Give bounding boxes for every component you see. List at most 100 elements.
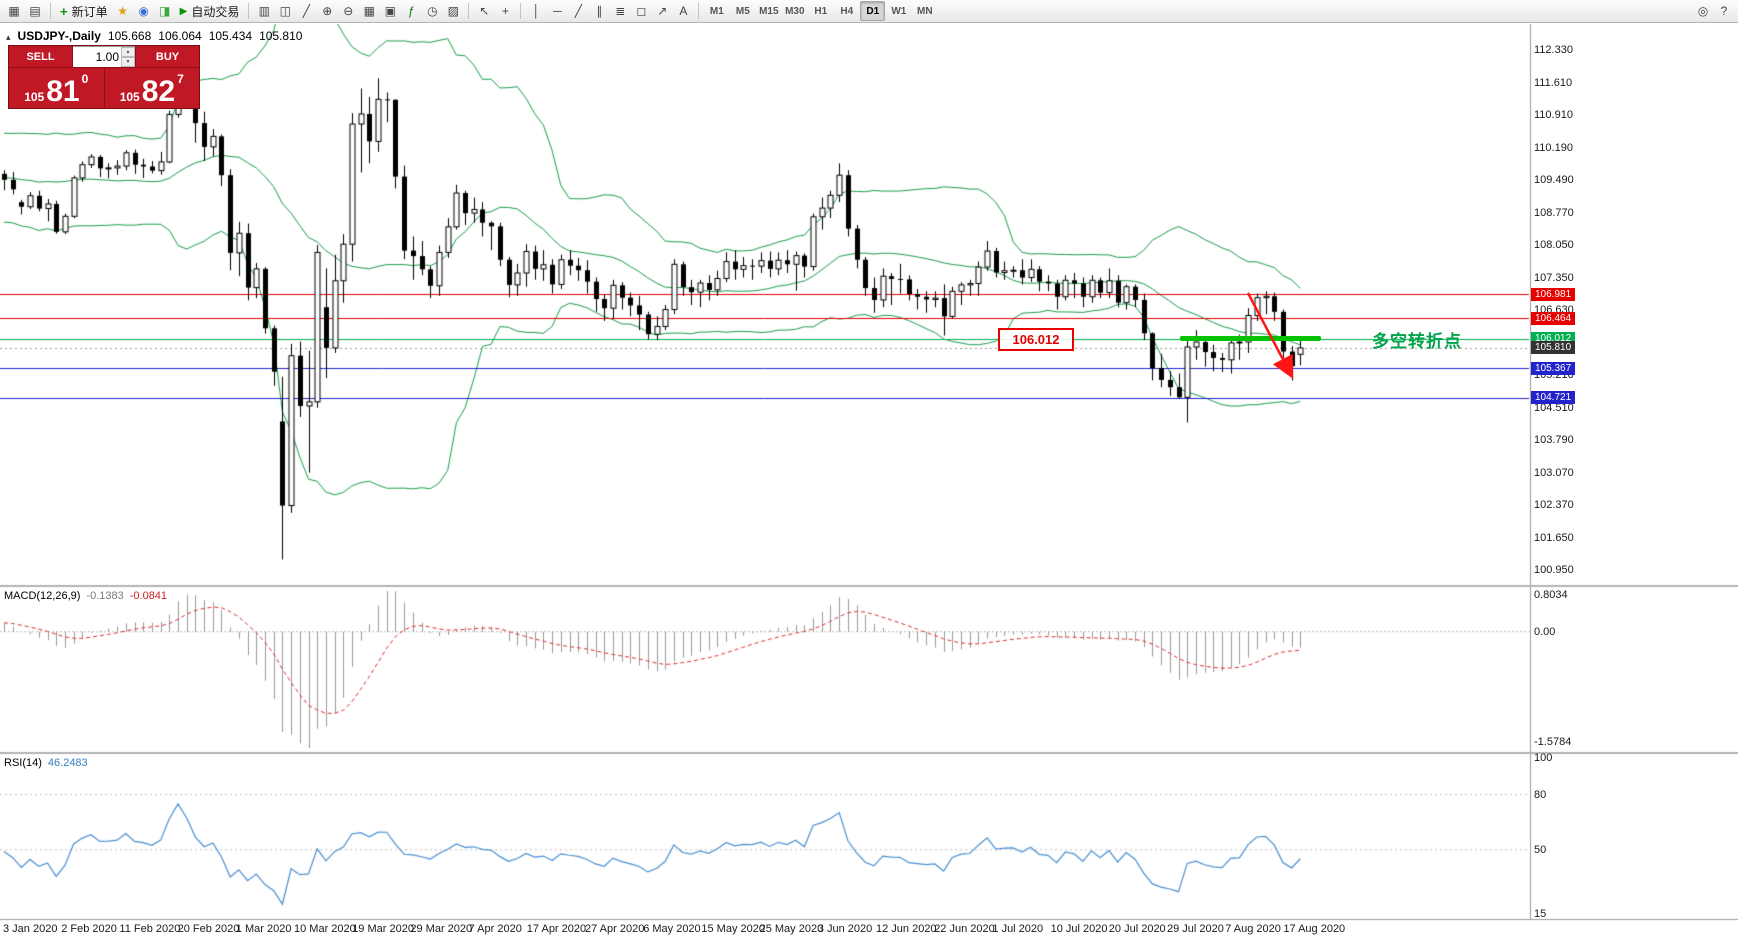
window-tools-group: ▦ ▤ xyxy=(4,1,45,21)
horizontal-line-icon[interactable]: ─ xyxy=(547,1,567,21)
date-label: 7 Aug 2020 xyxy=(1225,923,1281,935)
volume-decrease-button[interactable]: ▼ xyxy=(121,57,135,67)
crosshair-icon[interactable]: + xyxy=(495,1,515,21)
cursor-icon[interactable]: ↖ xyxy=(474,1,494,21)
down-trend-arrow[interactable] xyxy=(1238,283,1308,383)
macd-scale-label: -1.5784 xyxy=(1534,736,1572,748)
volume-input[interactable] xyxy=(73,47,121,67)
zoom-out-icon[interactable]: ⊖ xyxy=(338,1,358,21)
low-value: 105.434 xyxy=(208,29,253,43)
price-scale-label: 110.190 xyxy=(1534,141,1573,154)
auto-arrange-icon[interactable]: ▣ xyxy=(380,1,400,21)
sell-price-display[interactable]: 105 81 0 xyxy=(9,68,105,108)
rsi-label: RSI(14) 46.2483 xyxy=(4,757,88,769)
date-label: 27 Apr 2020 xyxy=(585,923,645,935)
toolbar-separator xyxy=(248,3,250,19)
candlestick-icon[interactable]: ◫ xyxy=(275,1,295,21)
price-scale-label: 110.910 xyxy=(1534,109,1573,121)
price-tag-104.721: 104.721 xyxy=(1531,391,1576,405)
rsi-scale-label: 15 xyxy=(1534,908,1547,920)
date-label: 2 Feb 2020 xyxy=(61,923,117,935)
fibonacci-icon[interactable]: ≣ xyxy=(610,1,630,21)
plus-icon: + xyxy=(60,3,68,19)
collapse-icon[interactable]: ▴ xyxy=(6,32,11,42)
date-label: 19 Mar 2020 xyxy=(352,923,414,935)
support-zone-bar[interactable] xyxy=(1180,336,1321,341)
timeframe-h4-button[interactable]: H4 xyxy=(834,1,859,21)
price-scale-label: 100.950 xyxy=(1534,564,1574,576)
price-annotation-box[interactable]: 106.012 xyxy=(998,328,1074,351)
date-label: 25 May 2020 xyxy=(759,923,824,935)
price-scale-label: 103.790 xyxy=(1534,434,1574,446)
price-scale-label: 102.370 xyxy=(1534,499,1574,511)
date-label: 6 May 2020 xyxy=(643,923,701,935)
price-tag-106.981: 106.981 xyxy=(1531,287,1576,301)
timeframe-m15-button[interactable]: M15 xyxy=(756,1,781,21)
new-order-label: 新订单 xyxy=(71,4,108,19)
sell-price-pip-digit: 0 xyxy=(81,72,89,86)
periods-icon[interactable]: ◷ xyxy=(422,1,442,21)
search-icon[interactable]: ◎ xyxy=(1693,1,1713,21)
timeframe-m5-button[interactable]: M5 xyxy=(730,1,755,21)
symbol-label: USDJPY-,Daily xyxy=(17,29,101,43)
bar-chart-icon[interactable]: ▥ xyxy=(254,1,274,21)
rsi-scale-label: 100 xyxy=(1534,752,1553,764)
buy-price-big-digits: 82 xyxy=(141,75,176,108)
help-icon[interactable]: ? xyxy=(1714,1,1734,21)
buy-button[interactable]: BUY xyxy=(135,46,199,67)
date-label: 29 Jul 2020 xyxy=(1167,923,1224,935)
buy-price-display[interactable]: 105 82 7 xyxy=(104,68,199,108)
date-label: 17 Apr 2020 xyxy=(526,923,587,935)
toolbar-separator xyxy=(468,3,470,19)
indicators-icon[interactable]: ƒ xyxy=(401,1,421,21)
date-label: 11 Feb 2020 xyxy=(119,923,181,935)
date-label: 3 Jun 2020 xyxy=(817,923,873,935)
right-tools-group: ◎? xyxy=(1693,1,1734,21)
line-chart-icon[interactable]: ╱ xyxy=(296,1,316,21)
timeframe-m1-button[interactable]: M1 xyxy=(704,1,729,21)
date-label: 15 May 2020 xyxy=(701,923,765,935)
sell-button[interactable]: SELL xyxy=(9,46,73,67)
market-watch-icon[interactable]: ◉ xyxy=(134,1,154,21)
templates-icon[interactable]: ▨ xyxy=(443,1,463,21)
new-chart-icon[interactable]: ▦ xyxy=(4,1,24,21)
chart-profile-icon[interactable]: ▤ xyxy=(25,1,45,21)
zoom-in-icon[interactable]: ⊕ xyxy=(317,1,337,21)
timeframe-m30-button[interactable]: M30 xyxy=(782,1,807,21)
toolbar-separator xyxy=(50,3,51,19)
text-icon[interactable]: A xyxy=(673,1,693,21)
macd-scale-label: 0.8034 xyxy=(1534,589,1568,601)
date-label: 20 Feb 2020 xyxy=(177,923,240,935)
turning-point-label[interactable]: 多空转折点 xyxy=(1372,332,1462,351)
date-label: 29 Mar 2020 xyxy=(410,923,473,935)
panels-group: ★ ◉ ◨ xyxy=(113,1,175,21)
date-label: 20 Jul 2020 xyxy=(1108,923,1166,935)
volume-increase-button[interactable]: ▲ xyxy=(121,47,135,57)
date-label: 10 Mar 2020 xyxy=(294,923,356,935)
timeframe-w1-button[interactable]: W1 xyxy=(886,1,911,21)
cursor-tools-group: ↖ + xyxy=(474,1,515,21)
equidistant-channel-icon[interactable]: ∥ xyxy=(589,1,609,21)
toolbar-separator xyxy=(520,3,522,19)
price-scale-label: 112.330 xyxy=(1534,44,1573,56)
high-value: 106.064 xyxy=(158,29,202,43)
volume-field: ▲ ▼ xyxy=(73,46,135,67)
vertical-line-icon[interactable]: │ xyxy=(526,1,546,21)
price-scale-label: 111.610 xyxy=(1534,76,1573,89)
data-window-icon[interactable]: ◨ xyxy=(155,1,175,21)
tile-windows-icon[interactable]: ▦ xyxy=(359,1,379,21)
new-order-button[interactable]: + 新订单 xyxy=(56,1,112,21)
timeframes-group: M1 M5 M15 M30 H1 H4 D1 W1 MN xyxy=(704,1,937,21)
timeframe-d1-button[interactable]: D1 xyxy=(860,1,886,21)
autotrading-button[interactable]: ▶ 自动交易 xyxy=(176,1,244,21)
timeframe-h1-button[interactable]: H1 xyxy=(808,1,833,21)
favorites-icon[interactable]: ★ xyxy=(113,1,133,21)
date-label: 1 Jul 2020 xyxy=(992,923,1044,935)
timeframe-mn-button[interactable]: MN xyxy=(912,1,937,21)
trendline-icon[interactable]: ╱ xyxy=(568,1,588,21)
shapes-icon[interactable]: ◻ xyxy=(631,1,651,21)
price-scale-label: 109.490 xyxy=(1534,174,1574,186)
arrows-icon[interactable]: ↗ xyxy=(652,1,672,21)
date-label: 3 Jan 2020 xyxy=(3,923,58,935)
